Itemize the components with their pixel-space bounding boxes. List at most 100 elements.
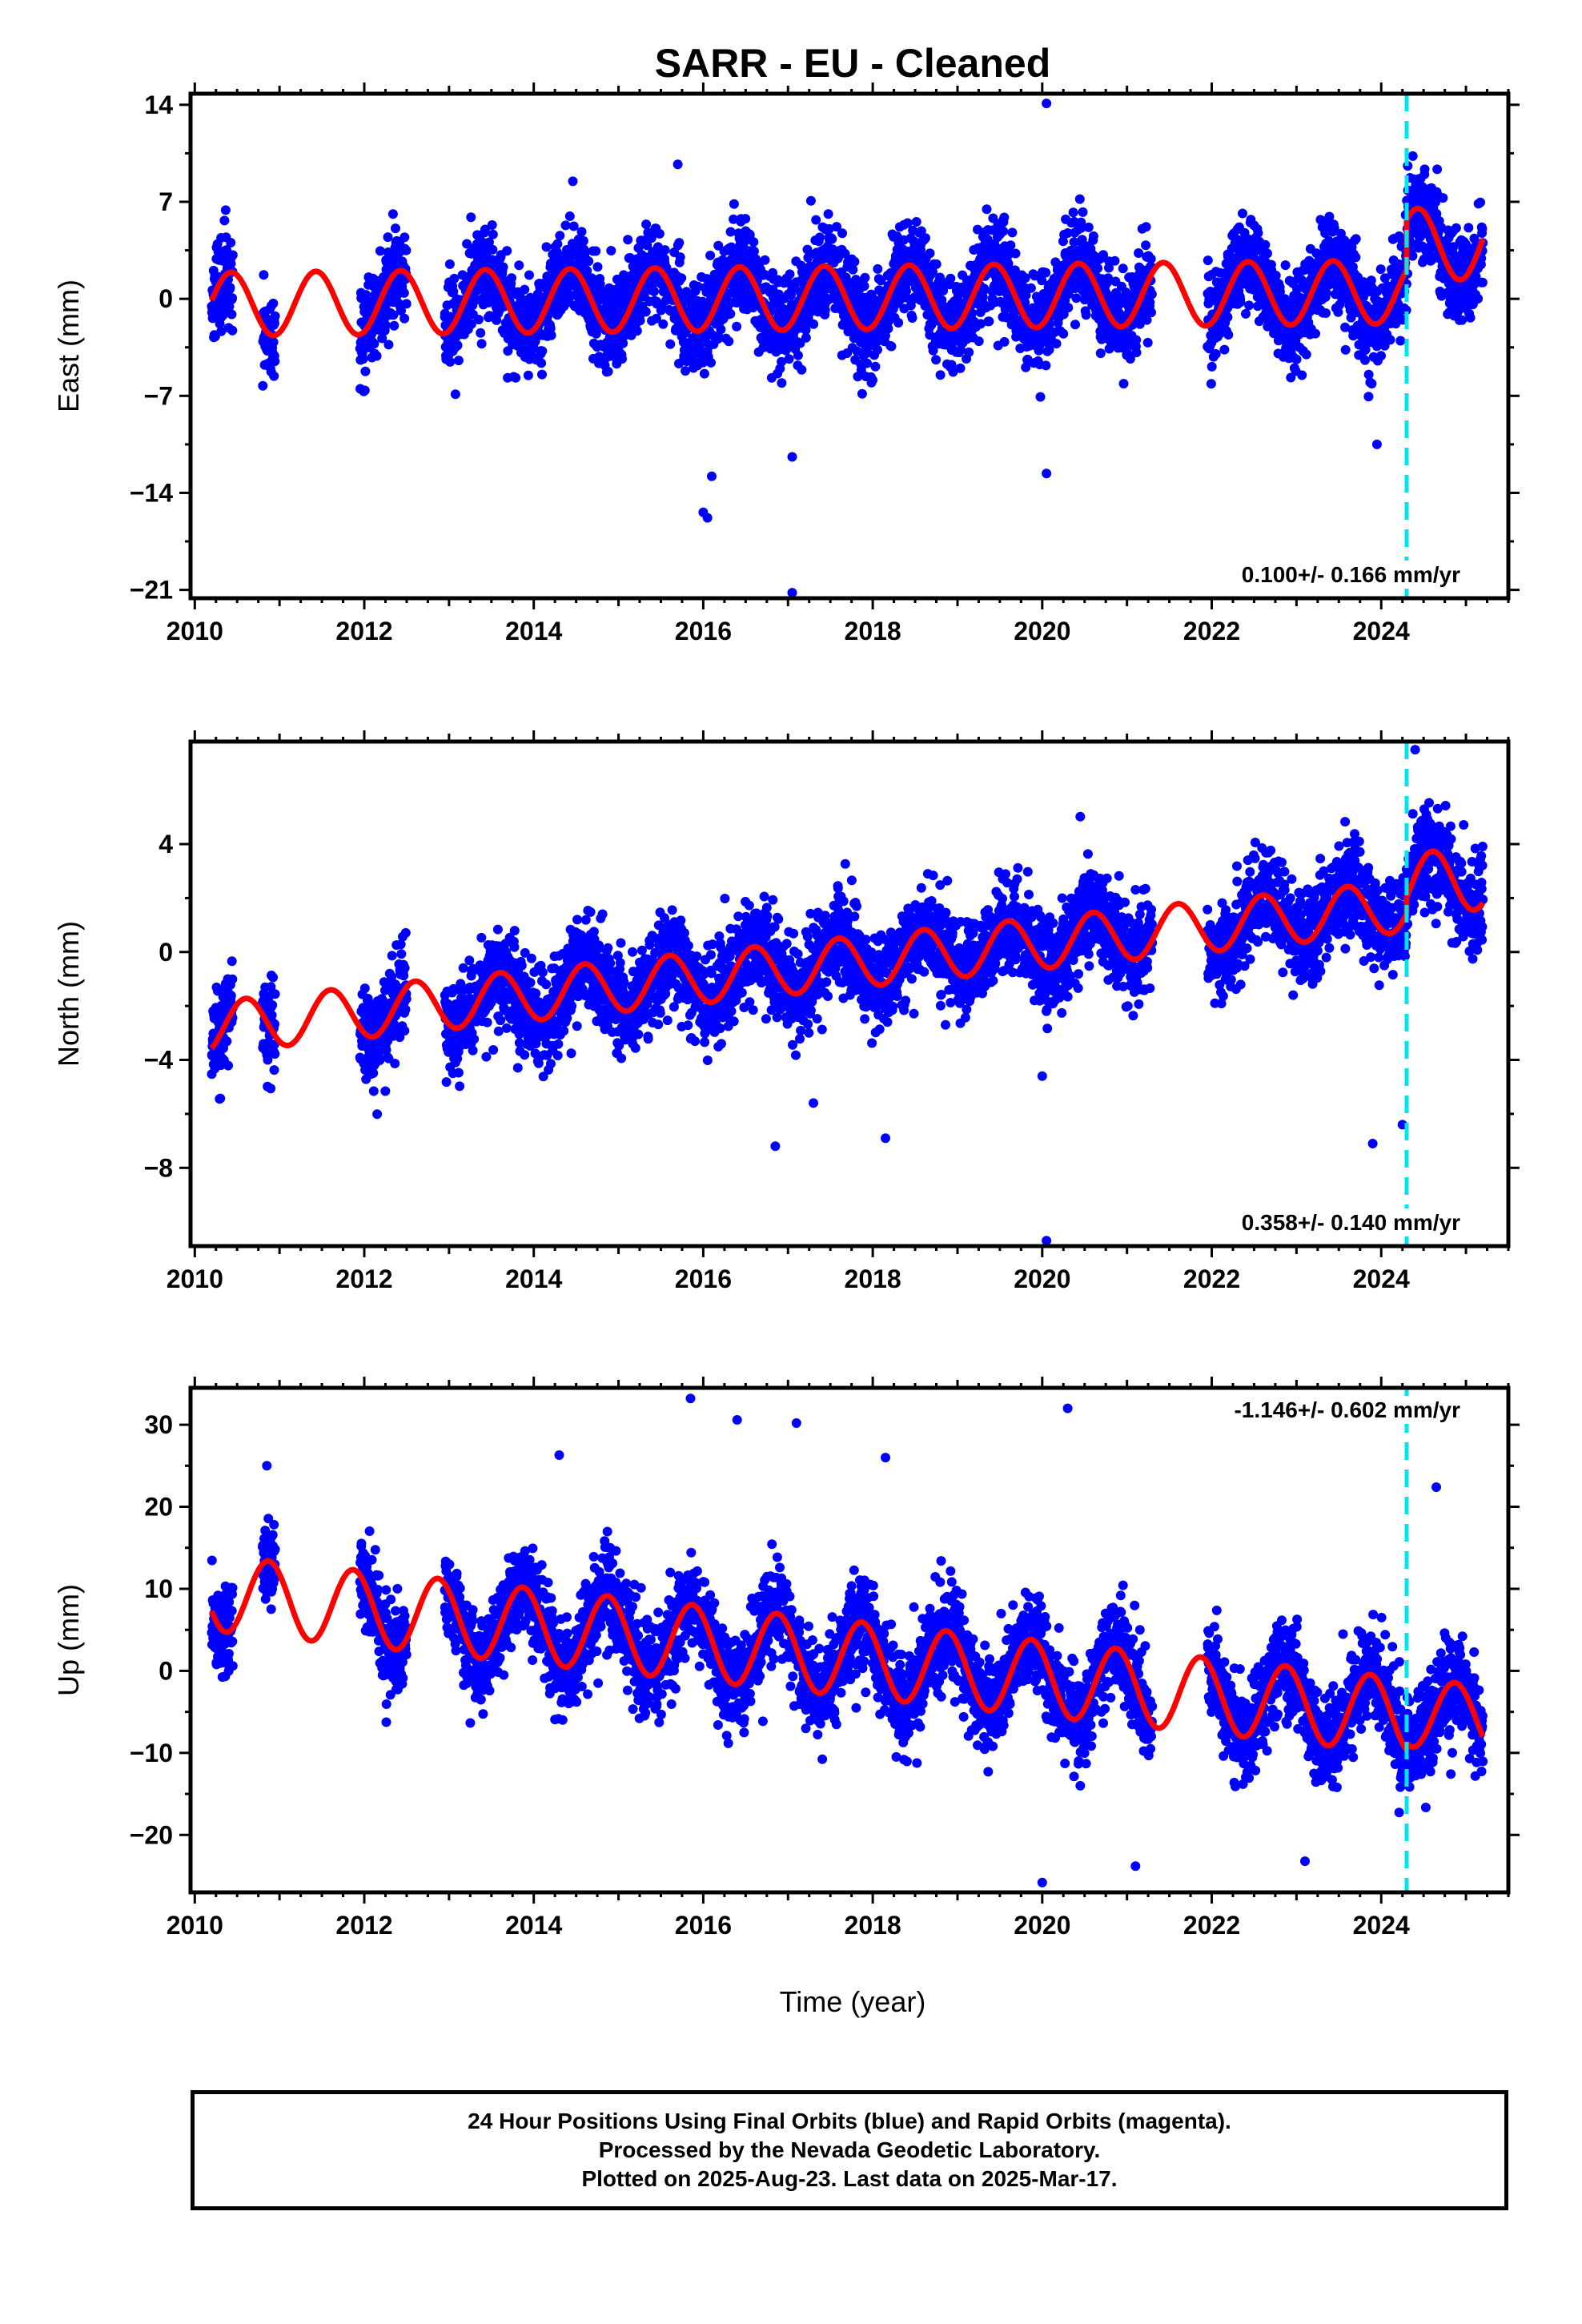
data-point bbox=[857, 388, 867, 399]
data-point bbox=[1063, 303, 1074, 313]
data-point bbox=[606, 246, 616, 255]
x-tick-label: 2024 bbox=[1353, 617, 1410, 645]
data-point bbox=[514, 260, 524, 271]
data-point bbox=[227, 250, 238, 260]
data-point bbox=[1146, 289, 1157, 300]
data-point bbox=[368, 1086, 379, 1096]
data-point bbox=[1340, 344, 1351, 355]
data-point bbox=[1131, 348, 1142, 358]
data-point bbox=[999, 336, 1010, 347]
data-point bbox=[449, 273, 460, 283]
data-point bbox=[907, 313, 917, 323]
data-point bbox=[1321, 308, 1331, 318]
data-point bbox=[859, 281, 869, 292]
data-point bbox=[1280, 260, 1291, 271]
data-point bbox=[1351, 252, 1361, 263]
chart-title: SARR - EU - Cleaned bbox=[655, 41, 1051, 86]
data-point bbox=[552, 239, 563, 249]
data-point bbox=[801, 332, 811, 343]
data-point bbox=[1041, 360, 1051, 371]
data-point bbox=[564, 211, 575, 221]
data-point bbox=[452, 340, 463, 351]
data-point bbox=[584, 256, 594, 267]
data-point bbox=[578, 235, 588, 246]
data-point bbox=[1223, 312, 1233, 322]
data-point bbox=[681, 366, 691, 376]
data-point bbox=[1207, 361, 1217, 372]
data-point bbox=[725, 308, 736, 319]
data-point bbox=[713, 332, 724, 342]
data-point bbox=[1110, 255, 1120, 266]
data-point bbox=[377, 333, 387, 344]
data-point bbox=[893, 318, 904, 328]
data-point bbox=[520, 284, 530, 295]
data-point bbox=[1206, 379, 1216, 389]
data-point bbox=[1007, 227, 1018, 238]
data-point bbox=[921, 233, 930, 243]
data-point bbox=[560, 220, 571, 231]
data-point bbox=[1131, 335, 1142, 345]
data-point bbox=[999, 212, 1010, 223]
data-point bbox=[603, 366, 613, 376]
data-point bbox=[658, 319, 669, 329]
data-point bbox=[1321, 287, 1331, 298]
data-point bbox=[226, 991, 236, 1001]
data-point bbox=[886, 341, 897, 352]
data-point bbox=[1477, 277, 1488, 287]
data-point bbox=[568, 221, 579, 231]
data-point bbox=[1035, 392, 1046, 402]
data-point bbox=[654, 228, 665, 239]
data-point bbox=[1058, 328, 1069, 339]
data-point bbox=[580, 247, 591, 257]
data-point bbox=[785, 269, 795, 279]
data-point bbox=[1301, 349, 1311, 360]
data-point bbox=[473, 315, 484, 324]
data-point bbox=[591, 246, 601, 256]
data-point bbox=[1263, 248, 1272, 259]
y-tick-label: −7 bbox=[144, 381, 173, 410]
x-tick-label: 2022 bbox=[1183, 617, 1240, 645]
data-point bbox=[488, 229, 498, 239]
data-point bbox=[827, 234, 837, 244]
data-point bbox=[220, 205, 231, 215]
data-point bbox=[401, 245, 412, 255]
data-point bbox=[1146, 308, 1156, 318]
data-point bbox=[259, 270, 269, 280]
data-point bbox=[546, 330, 556, 340]
data-point bbox=[383, 232, 393, 243]
data-point bbox=[227, 309, 237, 320]
data-point bbox=[1203, 255, 1213, 266]
data-point bbox=[1351, 234, 1361, 244]
data-point bbox=[388, 310, 399, 320]
data-point bbox=[1451, 223, 1461, 233]
data-point bbox=[1211, 349, 1221, 359]
data-point bbox=[902, 218, 913, 228]
data-point bbox=[925, 248, 935, 259]
data-point bbox=[1432, 164, 1443, 175]
plot-area bbox=[207, 94, 1488, 598]
data-point bbox=[1006, 240, 1016, 251]
data-point bbox=[383, 340, 394, 350]
data-point bbox=[1241, 308, 1251, 319]
data-point bbox=[699, 368, 709, 379]
data-point bbox=[674, 238, 685, 248]
data-point bbox=[745, 230, 755, 240]
data-point bbox=[901, 286, 911, 296]
data-point bbox=[1477, 223, 1488, 234]
data-point bbox=[1068, 207, 1078, 218]
data-point bbox=[706, 357, 716, 368]
data-point bbox=[391, 223, 400, 234]
data-point-outlier bbox=[707, 471, 717, 481]
data-point bbox=[1476, 197, 1485, 207]
data-point bbox=[268, 972, 278, 983]
data-point bbox=[270, 1049, 280, 1059]
data-point bbox=[840, 248, 850, 259]
data-point bbox=[793, 350, 803, 360]
data-point bbox=[1235, 297, 1246, 308]
data-point bbox=[883, 324, 893, 334]
data-point bbox=[502, 246, 512, 256]
data-point bbox=[716, 324, 726, 335]
data-point bbox=[444, 259, 455, 269]
data-point bbox=[760, 255, 770, 265]
data-point bbox=[401, 299, 412, 309]
